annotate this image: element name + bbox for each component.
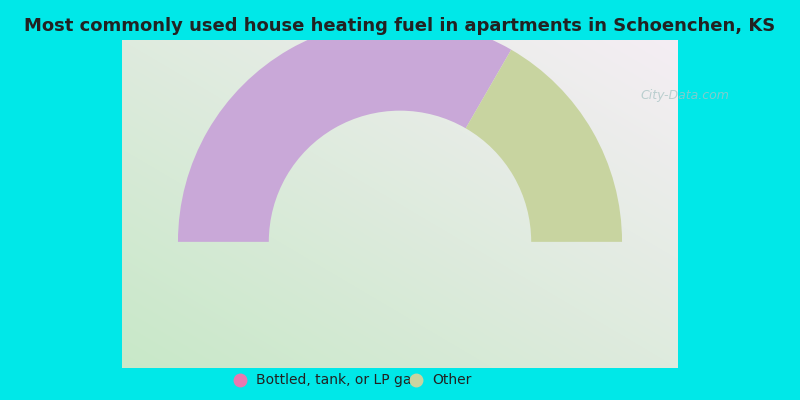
Text: Other: Other [432, 373, 471, 387]
Wedge shape [466, 50, 622, 242]
Text: Bottled, tank, or LP gas: Bottled, tank, or LP gas [256, 373, 418, 387]
Text: Most commonly used house heating fuel in apartments in Schoenchen, KS: Most commonly used house heating fuel in… [24, 17, 776, 35]
Wedge shape [178, 20, 511, 242]
Text: City-Data.com: City-Data.com [640, 90, 729, 102]
